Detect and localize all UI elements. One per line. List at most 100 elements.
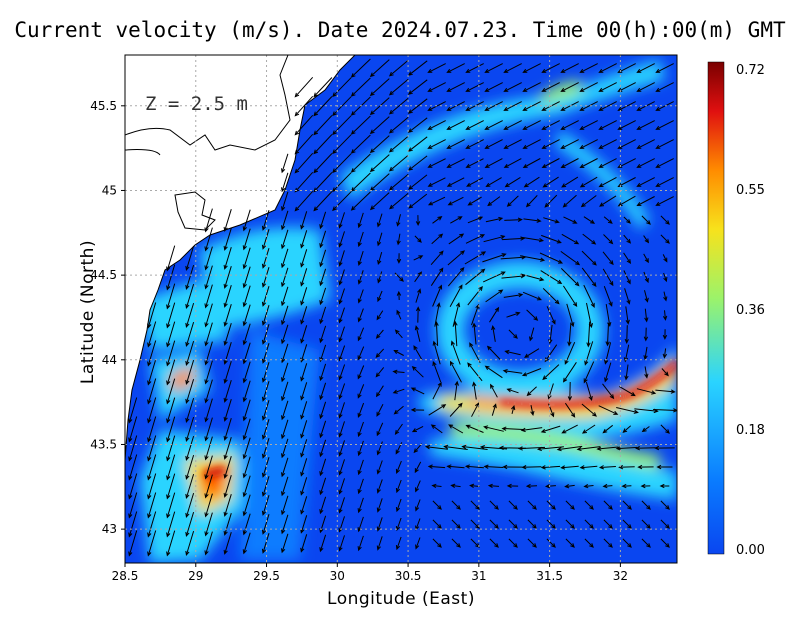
velocity-arrow [598, 120, 617, 130]
velocity-arrow [655, 177, 674, 187]
velocity-arrow [454, 380, 459, 401]
velocity-arrow [376, 422, 384, 437]
velocity-arrow [242, 361, 251, 384]
velocity-arrow [204, 474, 213, 499]
velocity-arrow [491, 403, 497, 416]
velocity-arrow [408, 155, 428, 171]
velocity-arrow [313, 191, 333, 212]
velocity-arrow [482, 271, 506, 283]
velocity-arrow [338, 459, 345, 476]
velocity-arrow [529, 327, 535, 342]
velocity-arrow [319, 420, 327, 439]
velocity-arrow [369, 59, 390, 78]
velocity-arrow [447, 267, 465, 287]
velocity-arrow [166, 264, 176, 291]
velocity-arrow [185, 473, 195, 500]
x-tick-label: 28.5 [112, 569, 139, 583]
velocity-arrow [223, 456, 232, 479]
velocity-arrow [621, 483, 632, 489]
x-tick-label: 30.5 [395, 569, 422, 583]
velocity-arrow [388, 173, 409, 191]
velocity-arrow [451, 538, 461, 548]
velocity-arrow [465, 234, 486, 244]
velocity-arrow [523, 218, 542, 223]
velocity-arrow [544, 194, 558, 208]
velocity-arrow [562, 362, 577, 383]
velocity-arrow [294, 95, 314, 117]
velocity-arrow [350, 77, 371, 97]
velocity-arrow [147, 454, 157, 481]
velocity-arrow [643, 271, 649, 284]
velocity-arrow [616, 407, 639, 414]
velocity-arrow [447, 196, 464, 206]
velocity-arrow [644, 366, 649, 379]
velocity-arrow [484, 120, 503, 130]
velocity-arrow [483, 425, 504, 432]
velocity-arrow [261, 324, 270, 345]
depth-label: Z = 2.5 m [145, 93, 248, 115]
velocity-arrow [662, 348, 668, 359]
velocity-arrow [204, 265, 213, 290]
velocity-arrow [522, 139, 541, 149]
velocity-arrow [407, 136, 428, 152]
velocity-arrow [415, 499, 421, 512]
velocity-arrow [432, 538, 442, 548]
velocity-arrow [185, 321, 195, 348]
velocity-arrow [541, 234, 562, 244]
velocity-arrow [544, 483, 556, 489]
velocity-arrow [319, 230, 327, 249]
velocity-arrow [281, 533, 289, 554]
y-tick-label: 43.5 [90, 437, 117, 451]
velocity-arrow [604, 362, 612, 383]
velocity-arrow [615, 446, 638, 451]
velocity-arrow [583, 216, 596, 224]
velocity-arrow [166, 340, 176, 367]
velocity-arrow [338, 421, 345, 438]
velocity-arrow [338, 212, 345, 229]
velocity-arrow [583, 361, 595, 384]
velocity-arrow [623, 216, 631, 224]
velocity-arrow [563, 216, 578, 224]
velocity-arrow [430, 250, 444, 266]
velocity-arrow [636, 158, 655, 168]
velocity-arrow [394, 272, 404, 282]
velocity-arrow [617, 120, 636, 130]
velocity-arrow [242, 266, 251, 289]
colorbar-tick-label: 0.72 [736, 63, 765, 78]
velocity-arrow [623, 234, 632, 244]
velocity-arrow [357, 440, 364, 457]
velocity-arrow [427, 82, 446, 92]
velocity-arrow [261, 381, 270, 402]
velocity-arrow [643, 327, 649, 342]
velocity-arrow [185, 340, 195, 367]
velocity-arrow [261, 267, 270, 288]
velocity-arrow [449, 402, 463, 417]
velocity-arrow [449, 360, 462, 383]
velocity-arrow [281, 381, 289, 402]
velocity-arrow [655, 389, 676, 394]
velocity-arrow [487, 196, 501, 207]
velocity-arrow [623, 344, 630, 363]
velocity-arrow [223, 266, 232, 289]
velocity-arrow [204, 379, 213, 404]
velocity-arrow [281, 229, 289, 250]
velocity-arrow [319, 325, 327, 344]
velocity-arrow [523, 176, 540, 188]
velocity-arrow [520, 273, 545, 282]
velocity-arrow [556, 445, 583, 452]
velocity-arrow [300, 458, 308, 477]
velocity-arrow [411, 425, 424, 433]
velocity-arrow [472, 322, 477, 345]
velocity-arrow [338, 497, 345, 514]
map-area: Z = 2.5 m [125, 55, 677, 563]
velocity-arrow [603, 538, 613, 548]
velocity-arrow [522, 158, 541, 169]
velocity-arrow [319, 249, 327, 268]
velocity-arrow [560, 158, 579, 169]
grid-lines [125, 55, 677, 563]
velocity-arrow [432, 519, 442, 529]
velocity-arrow [641, 538, 651, 548]
velocity-arrow [546, 306, 556, 325]
velocity-arrow [565, 500, 575, 510]
velocity-arrow [624, 288, 631, 305]
